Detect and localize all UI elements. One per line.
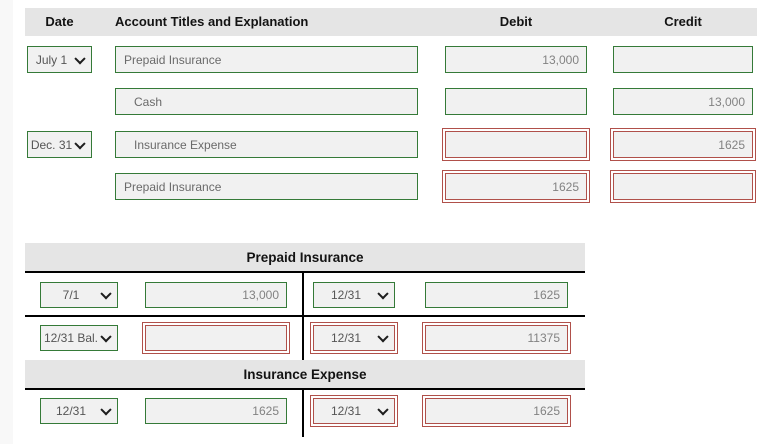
chevron-down-icon bbox=[100, 404, 112, 416]
t-account-insurance-expense-title: Insurance Expense bbox=[25, 360, 585, 388]
journal-row4-account-input[interactable]: Prepaid Insurance bbox=[115, 173, 418, 200]
prepaid-row1-left-date-value: 7/1 bbox=[62, 288, 80, 302]
journal-row4-credit-input[interactable] bbox=[610, 170, 756, 203]
t-account-top-rule bbox=[25, 388, 585, 390]
t-account-prepaid-insurance-title: Prepaid Insurance bbox=[25, 243, 585, 271]
journal-header-date: Date bbox=[45, 14, 74, 29]
prepaid-row1-right-date-value: 12/31 bbox=[330, 288, 362, 302]
expense-row1-left-date-select[interactable]: 12/31 bbox=[40, 398, 118, 424]
journal-header-row: Date Account Titles and Explanation Debi… bbox=[25, 8, 757, 36]
expense-row1-right-date-select[interactable]: 12/31 bbox=[310, 395, 398, 427]
prepaid-row2-left-date-select[interactable]: 12/31 Bal. bbox=[40, 325, 118, 351]
journal-row3-account-input[interactable]: Insurance Expense bbox=[115, 131, 418, 158]
prepaid-row2-right-amount-input[interactable]: 11375 bbox=[422, 322, 571, 354]
journal-row1-debit-input[interactable]: 13,000 bbox=[445, 46, 587, 73]
chevron-down-icon bbox=[100, 288, 112, 300]
prepaid-row1-right-date-select[interactable]: 12/31 bbox=[313, 282, 395, 308]
journal-row2-credit-input[interactable]: 13,000 bbox=[613, 88, 753, 115]
journal-header-account: Account Titles and Explanation bbox=[115, 14, 309, 29]
expense-row1-left-date-value: 12/31 bbox=[55, 404, 87, 418]
journal-row2-account-input[interactable]: Cash bbox=[115, 88, 418, 115]
journal-row2-debit-input[interactable] bbox=[445, 88, 587, 115]
prepaid-row2-left-date-value: 12/31 Bal. bbox=[43, 331, 99, 345]
journal-row1-credit-input[interactable] bbox=[613, 46, 753, 73]
t-account-top-rule bbox=[25, 271, 585, 273]
expense-row1-right-date-value: 12/31 bbox=[330, 404, 362, 418]
chevron-down-icon bbox=[100, 331, 112, 343]
prepaid-row2-right-date-value: 12/31 bbox=[330, 331, 362, 345]
journal-row3-date-select[interactable]: Dec. 31 bbox=[27, 131, 92, 158]
journal-row1-date-value: July 1 bbox=[35, 52, 68, 67]
prepaid-row1-left-amount-input[interactable]: 13,000 bbox=[145, 282, 287, 308]
chevron-down-icon bbox=[74, 52, 86, 64]
journal-row4-debit-input[interactable]: 1625 bbox=[442, 170, 590, 203]
chevron-down-icon bbox=[377, 404, 389, 416]
chevron-down-icon bbox=[74, 137, 86, 149]
prepaid-row2-right-date-select[interactable]: 12/31 bbox=[310, 322, 398, 354]
t-account-balance-rule bbox=[25, 315, 585, 317]
journal-row3-date-value: Dec. 31 bbox=[30, 137, 73, 152]
expense-row1-left-amount-input[interactable]: 1625 bbox=[145, 398, 287, 424]
journal-header-credit: Credit bbox=[664, 14, 702, 29]
journal-row1-date-select[interactable]: July 1 bbox=[27, 46, 92, 73]
journal-row3-debit-input[interactable] bbox=[442, 128, 590, 161]
journal-row3-credit-input[interactable]: 1625 bbox=[610, 128, 756, 161]
chevron-down-icon bbox=[377, 331, 389, 343]
chevron-down-icon bbox=[377, 288, 389, 300]
prepaid-row2-left-amount-input[interactable] bbox=[142, 322, 290, 354]
page-left-gutter bbox=[0, 0, 13, 444]
expense-row1-right-amount-input[interactable]: 1625 bbox=[422, 395, 571, 427]
prepaid-row1-right-amount-input[interactable]: 1625 bbox=[425, 282, 568, 308]
t-account-vertical-line bbox=[302, 390, 304, 437]
journal-row1-account-input[interactable]: Prepaid Insurance bbox=[115, 46, 418, 73]
journal-header-debit: Debit bbox=[499, 14, 533, 29]
prepaid-row1-left-date-select[interactable]: 7/1 bbox=[40, 282, 118, 308]
